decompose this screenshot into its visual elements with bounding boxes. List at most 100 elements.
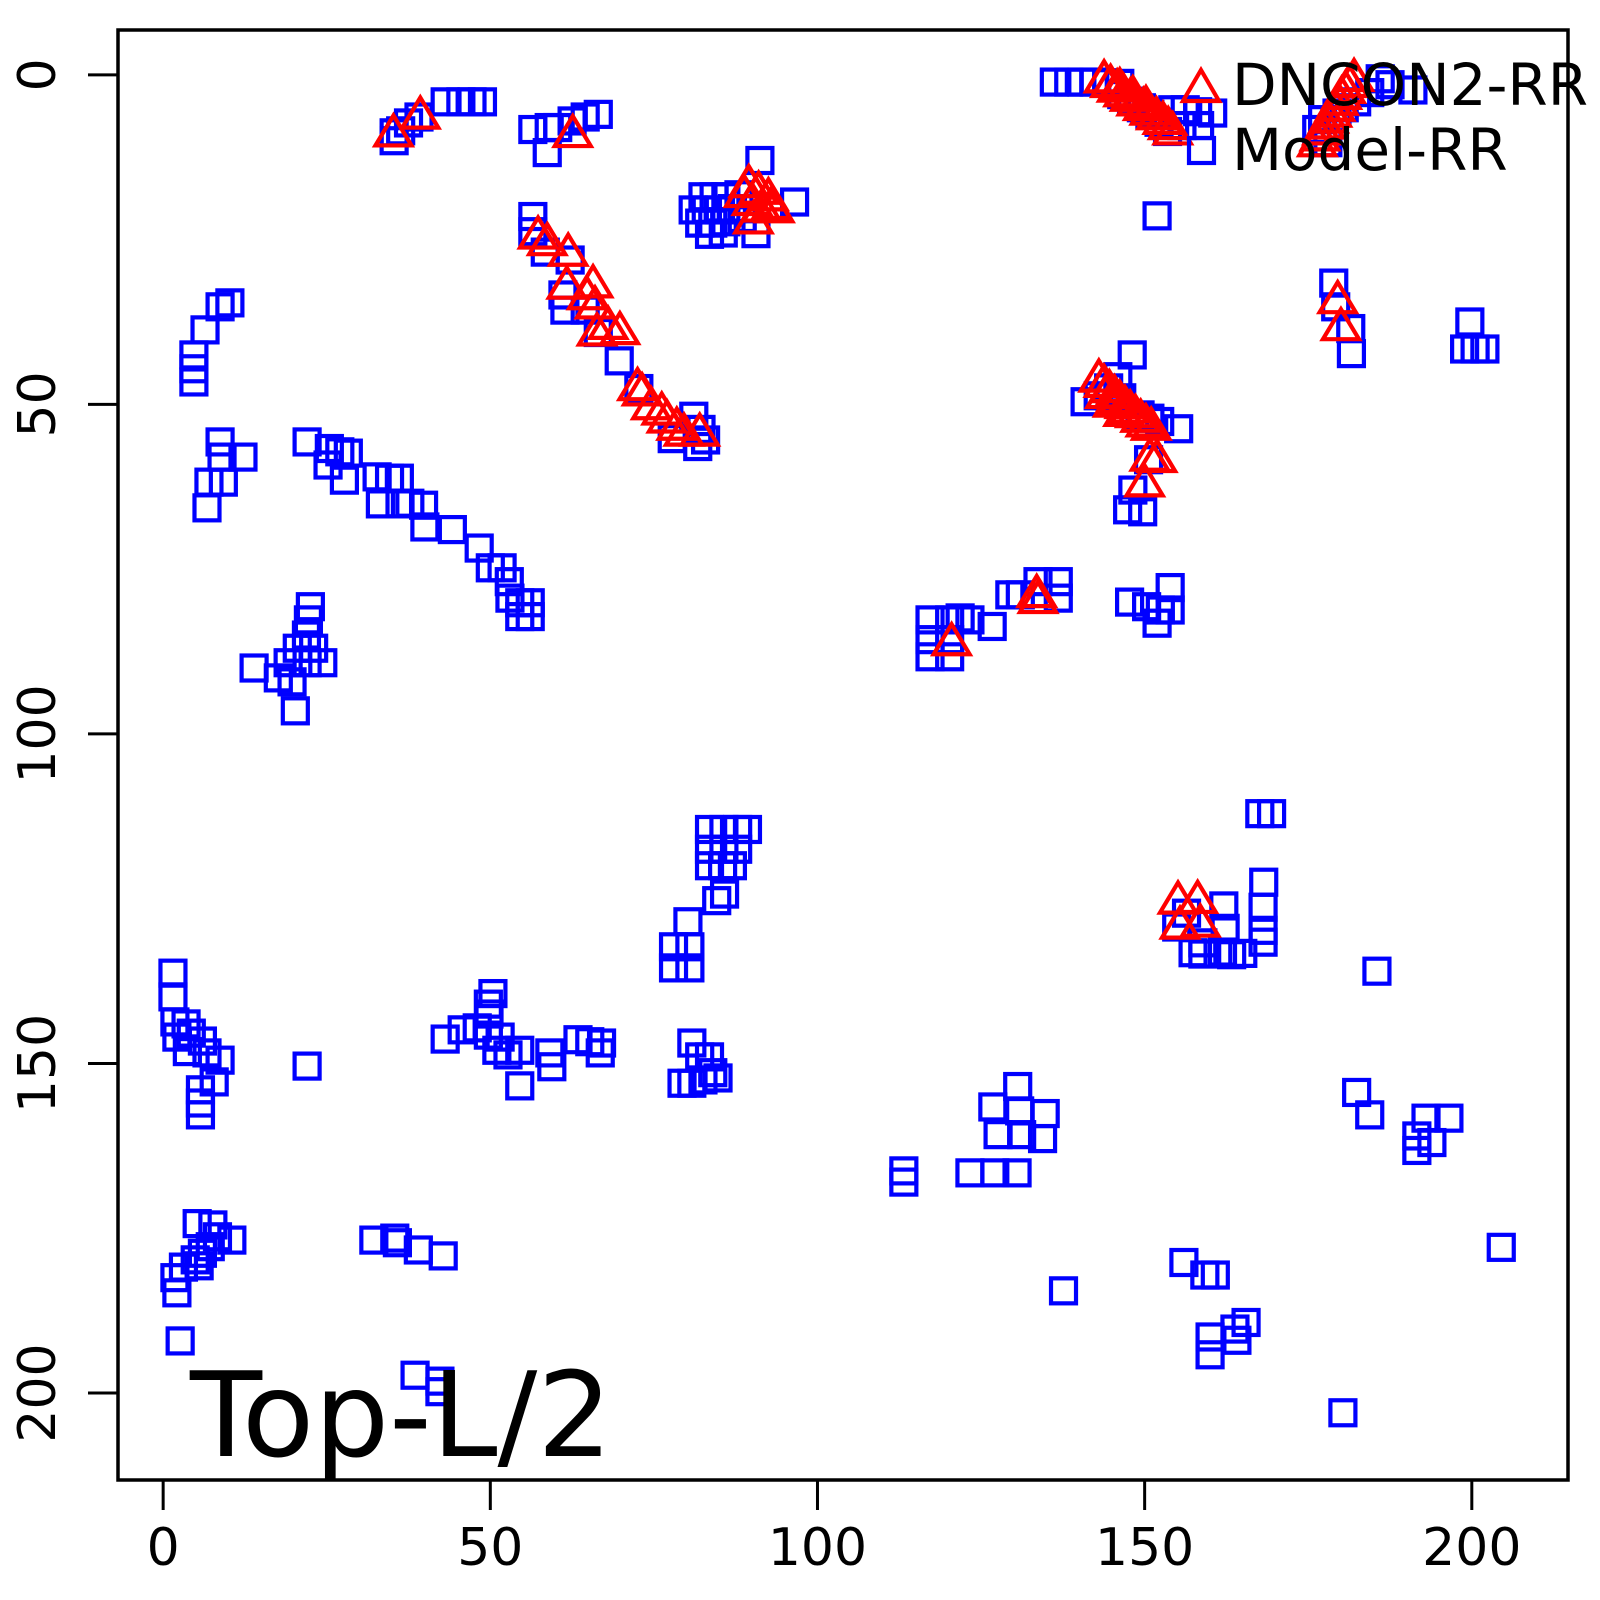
- model-rr-point: [277, 667, 307, 697]
- y-tick-label: 100: [8, 684, 68, 783]
- dncon2-rr-point: [1102, 390, 1146, 427]
- dncon2-rr-point: [1151, 109, 1195, 146]
- model-rr-point: [1128, 497, 1158, 527]
- model-rr-point: [1207, 937, 1238, 967]
- dncon2-rr-point: [645, 397, 689, 434]
- x-tick-label: 50: [457, 1518, 523, 1578]
- model-rr-point: [1249, 867, 1279, 897]
- model-rr-point: [675, 953, 705, 983]
- model-rr-point: [515, 601, 545, 632]
- dncon2-rr-point: [1124, 82, 1168, 120]
- dncon2-rr-point: [749, 183, 794, 221]
- model-rr-point: [1023, 567, 1053, 597]
- model-rr-point: [717, 851, 748, 881]
- model-rr-point: [1362, 956, 1392, 986]
- model-rr-point: [292, 1051, 322, 1081]
- model-rr-point: [723, 834, 753, 864]
- model-rr-point: [955, 605, 985, 635]
- model-rr-point: [158, 982, 188, 1012]
- model-rr-point: [179, 367, 209, 397]
- dncon2-rr-point: [371, 111, 416, 148]
- model-rr-point: [1402, 1135, 1432, 1166]
- dncon2-rr-point: [1178, 901, 1222, 938]
- legend-entry-model-rr: Model-RR: [1178, 116, 1588, 184]
- model-rr-point: [537, 1052, 567, 1082]
- model-rr-point: [1195, 1322, 1225, 1352]
- model-rr-point: [1003, 1071, 1033, 1102]
- model-rr-point: [495, 583, 525, 613]
- model-rr-point: [675, 932, 705, 962]
- model-rr-point: [410, 512, 440, 542]
- model-rr-point: [709, 879, 740, 909]
- model-rr-point: [160, 1263, 190, 1293]
- legend: DNCON2-RR Model-RR: [1178, 50, 1589, 184]
- dncon2-rr-point: [1135, 436, 1179, 474]
- y-tick-label: 0: [8, 58, 68, 91]
- model-rr-point: [1470, 334, 1500, 364]
- model-rr-point: [585, 1038, 615, 1068]
- legend-label-dncon2-rr: DNCON2-RR: [1232, 50, 1589, 119]
- dncon2-rr-point: [546, 230, 590, 267]
- model-rr-point: [673, 907, 703, 937]
- dncon2-rr-point: [629, 384, 673, 421]
- model-rr-point: [1256, 799, 1287, 829]
- model-rr-point: [978, 1092, 1008, 1122]
- model-rr-point: [1398, 75, 1428, 105]
- model-rr-point: [365, 489, 395, 519]
- model-rr-point: [658, 953, 689, 983]
- model-rr-point: [1178, 938, 1208, 968]
- model-rr-point: [1188, 939, 1218, 969]
- model-rr-point: [158, 958, 188, 988]
- model-rr-point: [239, 653, 269, 683]
- legend-entry-dncon2-rr: DNCON2-RR: [1178, 50, 1589, 119]
- model-rr-point: [583, 99, 613, 129]
- dncon2-rr-point: [1122, 461, 1167, 498]
- model-rr-point: [292, 427, 322, 457]
- model-rr-point: [215, 288, 245, 318]
- plot-frame: [116, 28, 1570, 1482]
- dncon2-rr-point: [1083, 372, 1128, 410]
- dncon2-rr-point: [398, 93, 443, 130]
- model-rr-point: [1118, 475, 1148, 505]
- model-rr-point: [703, 1063, 733, 1093]
- model-rr-point: [205, 427, 235, 457]
- model-rr-point: [382, 1228, 412, 1258]
- model-rr-point: [205, 1045, 235, 1075]
- model-rr-point: [1434, 1103, 1464, 1133]
- model-rr-point: [980, 1158, 1010, 1188]
- dncon2-rr-point: [1319, 305, 1363, 342]
- model-rr-point: [983, 1120, 1013, 1150]
- x-tick-label: 100: [768, 1518, 867, 1578]
- model-rr-point: [205, 292, 235, 322]
- model-rr-point: [1336, 339, 1367, 369]
- model-rr-point: [1328, 1398, 1358, 1428]
- model-rr-point: [1486, 1232, 1516, 1262]
- model-rr-point: [165, 1326, 195, 1356]
- model-rr-point: [425, 1377, 455, 1407]
- model-rr-point: [1002, 1158, 1032, 1188]
- model-rr-point: [1200, 1260, 1230, 1290]
- model-rr-point: [1007, 1120, 1037, 1150]
- model-rr-point: [1027, 1123, 1058, 1154]
- model-rr-point: [1195, 1340, 1225, 1370]
- model-rr-point: [505, 1035, 535, 1065]
- dncon2-rr-point: [545, 263, 589, 300]
- model-rr-point: [162, 1278, 192, 1308]
- model-rr-point: [1142, 608, 1172, 638]
- model-rr-point: [437, 514, 467, 545]
- model-rr-point: [915, 605, 945, 635]
- model-rr-point: [1114, 587, 1145, 617]
- y-tick-label: 50: [8, 371, 68, 437]
- dncon2-rr-point: [1295, 121, 1340, 158]
- dncon2-rr-point: [571, 262, 615, 299]
- model-rr-point: [313, 450, 343, 480]
- dncon2-rr-point: [655, 404, 699, 441]
- model-rr-point: [1355, 1100, 1385, 1130]
- model-rr-point: [308, 648, 338, 678]
- model-rr-point: [293, 605, 324, 635]
- square-icon: [1186, 135, 1217, 165]
- model-rr-point: [977, 611, 1007, 642]
- model-rr-point: [532, 137, 562, 168]
- model-rr-point: [430, 1024, 460, 1054]
